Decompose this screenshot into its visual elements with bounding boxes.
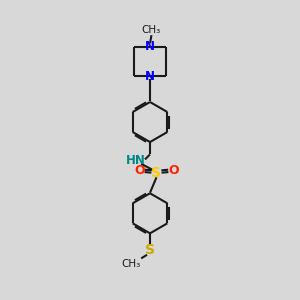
Text: CH₃: CH₃ [122, 259, 141, 269]
Text: S: S [145, 242, 155, 256]
Text: O: O [134, 164, 145, 177]
Text: HN: HN [126, 154, 146, 167]
Text: S: S [152, 166, 161, 180]
Text: N: N [145, 70, 155, 83]
Text: N: N [145, 40, 155, 53]
Text: CH₃: CH₃ [142, 25, 161, 35]
Text: O: O [168, 164, 179, 177]
